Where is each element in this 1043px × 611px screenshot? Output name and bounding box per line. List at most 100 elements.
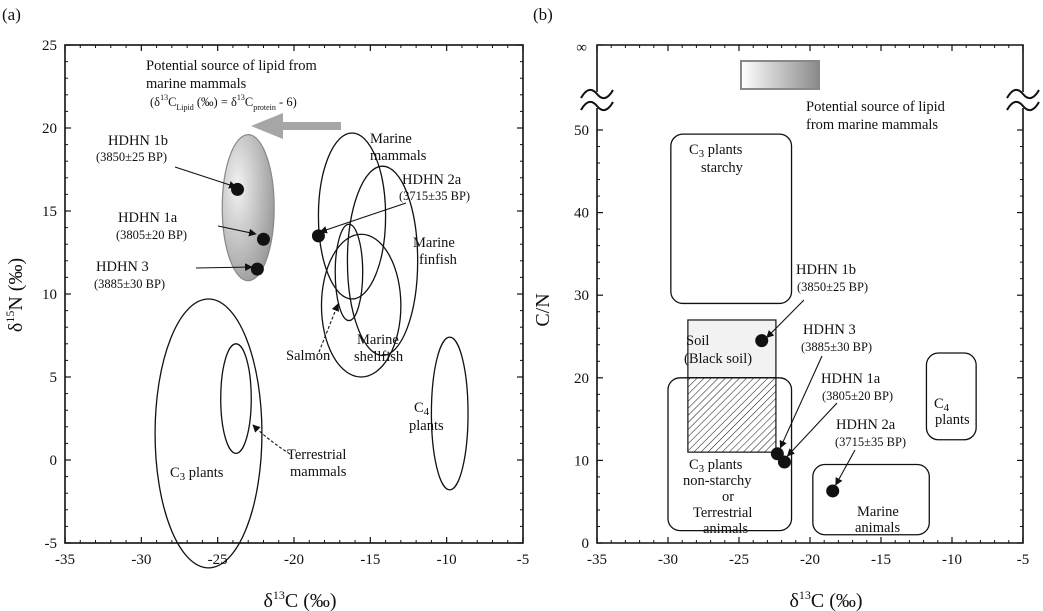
b-label-c3-starchy-2: starchy [701, 160, 744, 176]
a-label-marine-finfish-2: finfish [419, 252, 458, 268]
a-x-tick-label: -30 [131, 552, 151, 568]
b-label-soil-1: Soil [686, 333, 709, 349]
b-leader-lines [766, 299, 856, 486]
b-x-tick-label: -30 [658, 552, 678, 568]
b-y-tick-label-infinity: ∞ [576, 40, 587, 56]
a-y-tick-label: 15 [42, 204, 57, 220]
b-label-c3-non-1: C3 plants [689, 457, 743, 475]
a-leader-hdhn-3 [195, 263, 253, 271]
b-label-marine-2: animals [855, 520, 900, 536]
a-region-marine-finfish [346, 165, 419, 357]
b-axis-break-upper [1006, 88, 1040, 100]
panel-a-y-axis-label: δ15N (‰) [3, 258, 27, 332]
b-point-hdhn-2a [826, 484, 840, 498]
b-point-label-hdhn-1b: HDHN 1b [796, 262, 856, 278]
panel-b-label: (b) [533, 5, 553, 24]
b-lipid-bar [740, 60, 820, 90]
a-y-tick-label: 20 [42, 121, 57, 137]
b-y-tick-label: 30 [574, 288, 589, 304]
a-x-tick-label: -5 [517, 552, 530, 568]
a-point-date-hdhn-2a: (3715±35 BP) [399, 189, 470, 203]
a-label-c3-plants: C3 plants [170, 465, 224, 483]
a-label-marine-mammals-1: Marine [370, 131, 412, 147]
b-region-soil-upper [687, 319, 777, 379]
a-label-terrestrial-1: Terrestrial [287, 447, 346, 463]
a-leader-hdhn-1a [217, 225, 257, 237]
b-x-tick-label: -15 [871, 552, 891, 568]
a-x-tick-label: -15 [360, 552, 380, 568]
a-y-tick-label: -5 [45, 536, 58, 552]
b-region-c4-plants [925, 352, 977, 441]
a-label-marine-finfish-1: Marine [413, 235, 455, 251]
a-region-terrestrial-mammals [220, 343, 252, 455]
b-label-c4-2: plants [935, 412, 970, 428]
b-point-hdhn-1a [777, 455, 791, 469]
b-x-tick-label: -10 [942, 552, 962, 568]
b-region-soil-black-soil [687, 377, 777, 453]
a-x-tick-label: -35 [55, 552, 75, 568]
b-label-soil-2: (Black soil) [684, 351, 752, 367]
b-y-tick-label: 0 [582, 536, 590, 552]
b-x-tick-label: -35 [587, 552, 607, 568]
b-region-c3-plants-starchy [670, 133, 793, 305]
panel-b-x-axis-label: δ13C (‰) [789, 588, 862, 611]
a-label-terrestrial-2: mammals [290, 464, 347, 480]
b-label-marine-1: Marine [857, 504, 899, 520]
b-label-c3-starchy-1: C3 plants [689, 142, 743, 160]
a-x-tick-label: -10 [437, 552, 457, 568]
a-label-marine-shellfish-1: Marine [357, 332, 399, 348]
b-leader-hdhn-2a [835, 449, 856, 486]
b-label-c4-1: C4 [934, 396, 950, 414]
a-y-tick-label: 10 [42, 287, 57, 303]
b-axis-break-lower [580, 100, 614, 112]
b-point-date-hdhn-3: (3885±30 BP) [801, 340, 872, 354]
b-leader-hdhn-3 [779, 355, 823, 449]
b-x-tick-label: -20 [800, 552, 820, 568]
a-x-tick-label: -20 [284, 552, 304, 568]
a-y-tick-label: 5 [50, 370, 58, 386]
b-y-tick-label: 50 [574, 123, 589, 139]
b-point-label-hdhn-1a: HDHN 1a [821, 371, 881, 387]
b-y-tick-label: 10 [574, 453, 589, 469]
b-label-c3-non-5: animals [703, 521, 748, 537]
a-y-tick-label: 0 [50, 453, 58, 469]
a-leader-terrestrial [252, 424, 291, 455]
a-point-label-hdhn-3: HDHN 3 [96, 259, 149, 275]
panel-a-x-axis-label: δ13C (‰) [263, 588, 336, 611]
a-lipid-formula: (δ13CLipid (‰) = δ13Cprotein - 6) [150, 93, 297, 112]
b-point-hdhn-1b [755, 334, 769, 348]
b-lipid-line1: Potential source of lipid [806, 99, 946, 115]
a-y-tick-label: 25 [42, 38, 57, 54]
b-label-c3-non-3: or [722, 489, 734, 505]
a-region-marine-shellfish [320, 233, 402, 378]
a-lipid-line1: Potential source of lipid from [146, 58, 317, 74]
b-point-label-hdhn-3: HDHN 3 [803, 322, 856, 338]
a-leader-hdhn-2a [319, 202, 407, 234]
b-y-tick-label: 40 [574, 206, 589, 222]
a-point-label-hdhn-1b: HDHN 1b [108, 133, 168, 149]
b-leader-hdhn-1a [786, 402, 838, 457]
a-lipid-shift-arrow [251, 113, 341, 139]
a-region-c3-plants [154, 298, 263, 569]
a-point-label-hdhn-2a: HDHN 2a [402, 172, 462, 188]
b-label-c3-non-4: Terrestrial [693, 505, 752, 521]
b-axis-break-lower [1006, 100, 1040, 112]
b-point-date-hdhn-1a: (3805±20 BP) [822, 389, 893, 403]
a-label-c4-2: plants [409, 418, 444, 434]
panel-b-y-axis-label: C/N [532, 293, 554, 326]
b-y-tick-label: 20 [574, 371, 589, 387]
b-region-marine-animals [812, 463, 930, 536]
a-label-marine-shellfish-2: shellfish [354, 349, 404, 365]
a-leader-lines [174, 166, 407, 455]
a-leader-salmon [318, 303, 340, 353]
a-region-c4-plants [430, 336, 469, 491]
a-label-marine-mammals-2: mammals [370, 148, 427, 164]
a-label-c4-1: C4 [414, 400, 430, 418]
a-region-salmon [334, 223, 364, 322]
a-point-hdhn-3 [250, 262, 264, 276]
b-axis-break-upper [580, 88, 614, 100]
chart-panel-b: (b) -35 -30 -25 -20 -15 -10 -5 0 10 20 30 40 50 ∞ HDH… [532, 5, 1040, 611]
chart-panel-a: (a) -35 -30 -25 -20 -15 -10 -5 -5 0 5 10 15 20 25 HDH… [2, 5, 529, 611]
b-point-label-hdhn-2a: HDHN 2a [836, 417, 896, 433]
